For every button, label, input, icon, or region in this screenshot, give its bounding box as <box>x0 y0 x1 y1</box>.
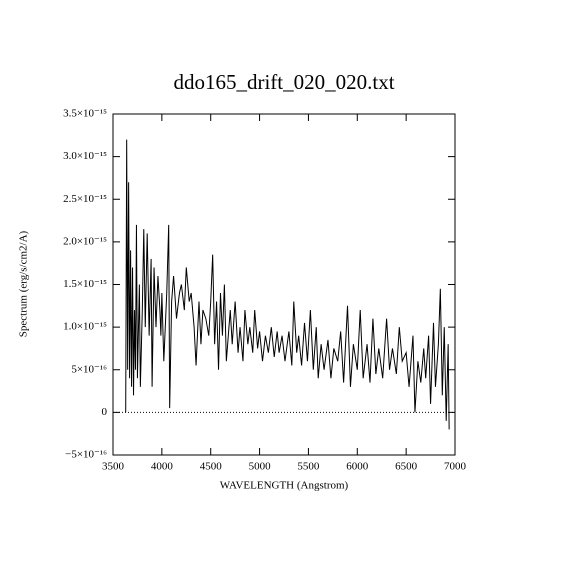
chart-title: ddo165_drift_020_020.txt <box>173 70 394 94</box>
x-tick-label: 4500 <box>200 461 223 473</box>
spectrum-line <box>125 139 450 430</box>
x-tick-label: 6000 <box>346 461 369 473</box>
x-tick-label: 7000 <box>444 461 467 473</box>
y-tick-label: −5×10⁻¹⁶ <box>65 449 107 461</box>
y-tick-label: 5×10⁻¹⁶ <box>71 363 107 375</box>
y-tick-label: 1.0×10⁻¹⁵ <box>63 321 107 333</box>
x-tick-label: 4000 <box>151 461 174 473</box>
x-tick-label: 5000 <box>249 461 272 473</box>
y-tick-label: 2.5×10⁻¹⁵ <box>63 193 107 205</box>
y-tick-label: 3.0×10⁻¹⁵ <box>63 150 107 162</box>
x-tick-label: 6500 <box>395 461 418 473</box>
y-tick-label: 2.0×10⁻¹⁵ <box>63 235 107 247</box>
y-tick-label: 3.5×10⁻¹⁵ <box>63 108 107 120</box>
y-axis-label: Spectrum (erg/s/cm2/A) <box>18 230 30 337</box>
y-tick-label: 1.5×10⁻¹⁵ <box>63 278 107 290</box>
y-tick-label: 0 <box>102 406 108 418</box>
x-tick-label: 3500 <box>102 461 125 473</box>
x-axis-label: WAVELENGTH (Angstrom) <box>220 480 349 492</box>
x-tick-label: 5500 <box>297 461 320 473</box>
